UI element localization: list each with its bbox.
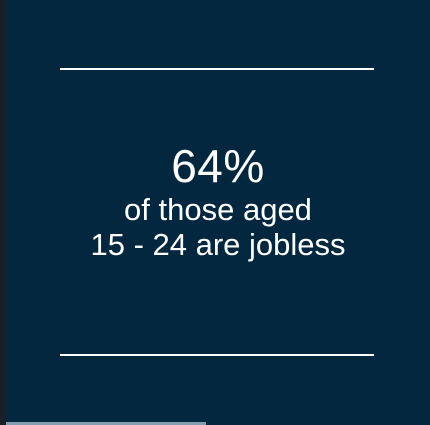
statistic-caption-line-2: 15 - 24 are jobless <box>90 227 346 262</box>
bottom-progress-strip <box>6 422 206 425</box>
statistic-value: 64% <box>171 140 265 192</box>
left-edge-strip <box>0 0 6 425</box>
statistic-card: 64% of those aged 15 - 24 are jobless <box>6 0 430 425</box>
statistic-caption-line-1: of those aged <box>124 192 312 227</box>
top-divider <box>60 68 374 70</box>
bottom-divider <box>60 354 374 356</box>
statistic-block: 64% of those aged 15 - 24 are jobless <box>6 140 430 262</box>
